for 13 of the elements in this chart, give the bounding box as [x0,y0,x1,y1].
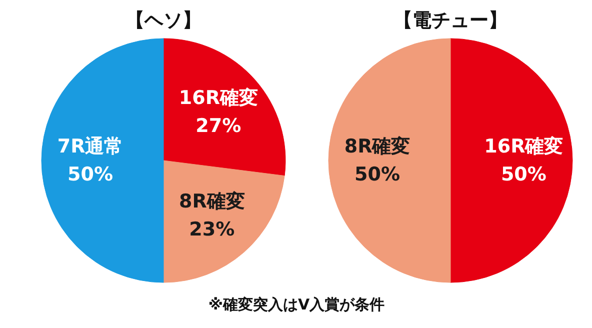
data-label: 50% [354,164,400,186]
text: ※確変突入はV入賞が条件 [208,296,385,314]
data-label: 50% [68,164,114,186]
chart-title: 【ヘソ】 [126,10,202,32]
data-label: 27% [196,115,242,138]
data-label: 50% [500,164,546,186]
slice-label: 16R確変 [484,136,564,158]
slice-label: 8R確変 [344,136,410,158]
chart-title: 【電チュー】 [394,10,508,32]
data-label: 23% [189,218,235,240]
slice-label: 8R確変 [178,190,245,212]
slice-label: 16R確変 [178,87,258,110]
slice-label: 7R通常 [57,136,124,158]
